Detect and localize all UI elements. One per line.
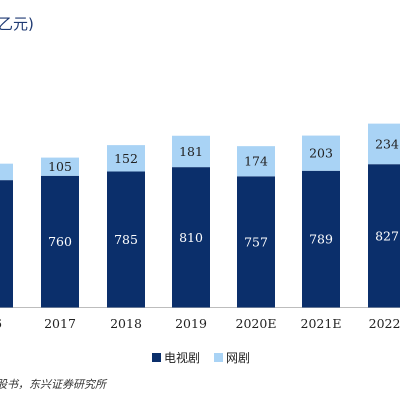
legend-swatch-web [214,353,224,362]
bar-web-1 [41,157,79,176]
bar-tv-1 [41,175,79,308]
legend-item-web: 网剧 [214,349,250,366]
x-tick-label-1: 2017 [44,316,76,331]
data-label-tv-6: 827 [375,228,399,243]
data-label-web-2: 152 [114,151,138,166]
data-label-tv-4: 757 [244,234,268,249]
source-note: 股书，东兴证券研究所 [0,378,106,391]
bar-web-2 [107,145,145,172]
data-label-web-5: 203 [309,146,333,161]
data-label-tv-3: 810 [179,230,203,245]
data-label-web-3: 181 [179,144,203,159]
bar-tv-6 [368,164,400,308]
bar-tv-5 [302,170,340,308]
x-tick-label-4: 2020E [236,316,277,331]
legend-swatch-tv [152,353,161,362]
bar-web-0 [0,163,13,181]
bar-web-6 [368,123,400,165]
data-label-web-1: 105 [48,159,72,174]
legend-label-tv: 电视剧 [164,351,201,365]
legend-item-tv: 电视剧 [152,349,200,366]
data-label-web-4: 174 [244,154,268,169]
x-tick-label-5: 2021E [301,316,342,331]
data-label-tv-1: 760 [48,234,72,249]
x-tick-label-2: 2018 [110,316,142,331]
bar-tv-4 [237,176,275,308]
bar-web-5 [302,135,340,171]
bar-tv-2 [107,171,145,308]
bar-web-3 [172,135,210,168]
chart-title: 乙元) [0,15,34,33]
data-label-tv-2: 785 [114,232,138,247]
legend: 电视剧 网剧 [152,349,250,366]
legend-label-web: 网剧 [226,351,251,365]
data-label-web-6: 234 [375,136,399,151]
x-tick-label-3: 2019 [175,316,207,331]
x-tick-label-6: 2022I [369,316,400,331]
bar-tv-0 [0,180,13,308]
x-tick-label-0: 16 [0,316,2,331]
bar-tv-3 [172,167,210,308]
data-label-tv-5: 789 [309,232,333,247]
bar-web-4 [237,146,275,177]
